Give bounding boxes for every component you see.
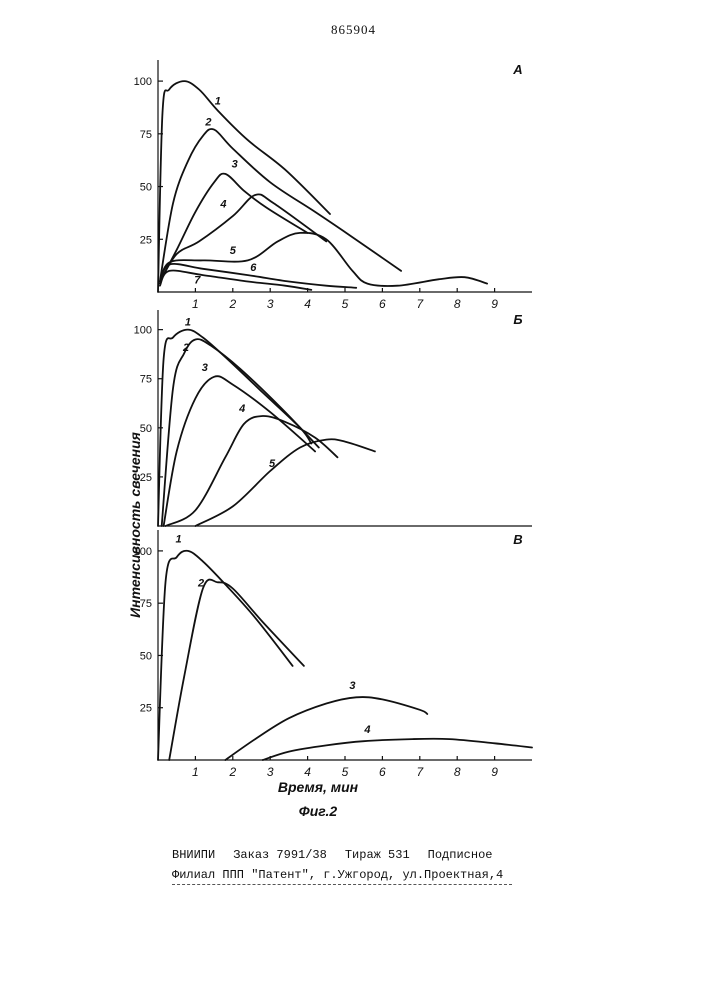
y-tick-label: 100	[134, 546, 152, 558]
panel-1-curve-label-4: 4	[219, 199, 226, 211]
panel-2-curve-5	[195, 439, 375, 526]
x-tick-label: 4	[304, 765, 311, 779]
panel-2-curve-label-2: 2	[182, 342, 189, 354]
panel-1-curve-label-7: 7	[194, 275, 201, 287]
panel-1-curve-label-5: 5	[230, 245, 237, 257]
panel-3-curve-label-1: 1	[176, 534, 182, 546]
x-tick-label: 8	[454, 765, 461, 779]
footer-branch: Филиал ППП "Патент", г.Ужгород, ул.Проек…	[172, 868, 512, 885]
panel-2-curve-label-3: 3	[202, 362, 208, 374]
y-tick-label: 50	[140, 423, 152, 435]
panel-1-letter: А	[512, 62, 522, 77]
panel-1-curve-5	[160, 233, 487, 286]
panel-3-curve-label-2: 2	[197, 577, 204, 589]
x-tick-label: 1	[192, 297, 199, 311]
panel-1-curve-6	[160, 264, 356, 288]
x-tick-label: 3	[267, 297, 274, 311]
panel-2-letter: Б	[513, 312, 522, 327]
x-tick-label: 5	[342, 297, 349, 311]
footer-circulation: Тираж 531	[345, 848, 410, 862]
x-tick-label: 7	[416, 765, 424, 779]
footer-subscription: Подписное	[428, 848, 493, 862]
panel-1-curve-4	[160, 194, 326, 281]
y-tick-label: 75	[140, 129, 152, 141]
y-tick-label: 50	[140, 182, 152, 194]
y-tick-label: 25	[140, 234, 152, 246]
y-tick-label: 100	[134, 76, 152, 88]
panel-3-curve-4	[263, 739, 532, 760]
panel-1: А2550751001234567891234567	[134, 60, 532, 311]
panel-2: Б 25 50 75 100 1 2 3 4 5	[134, 310, 532, 526]
chart-panels: А2550751001234567891234567Б2550751001234…	[134, 60, 532, 779]
y-tick-label: 100	[134, 325, 152, 337]
panel-3-curve-label-4: 4	[363, 724, 370, 736]
x-tick-label: 3	[267, 765, 274, 779]
panel-3-curve-label-3: 3	[349, 680, 355, 692]
panel-3: В 25 50 75 100 1 2 3 4 5 6 7 8 9 1 2 3 4	[134, 530, 532, 779]
panel-2-curve-4	[166, 416, 338, 526]
x-tick-label: 8	[454, 297, 461, 311]
y-tick-label: 25	[140, 472, 152, 484]
x-tick-label: 9	[491, 765, 498, 779]
y-tick-label: 25	[140, 703, 152, 715]
panel-1-curve-label-6: 6	[250, 262, 257, 274]
x-tick-label: 6	[379, 765, 386, 779]
x-tick-label: 4	[304, 297, 311, 311]
x-tick-label: 2	[228, 765, 236, 779]
panel-3-curve-2	[169, 579, 304, 760]
x-tick-label: 5	[342, 765, 349, 779]
panel-3-curve-3	[225, 697, 427, 760]
x-tick-label: 6	[379, 297, 386, 311]
panel-1-curve-2	[160, 129, 401, 282]
x-tick-label: 2	[228, 297, 236, 311]
y-tick-label: 75	[140, 374, 152, 386]
panel-2-curve-label-5: 5	[269, 458, 276, 470]
panel-2-curve-label-4: 4	[238, 403, 245, 415]
y-tick-label: 50	[140, 650, 152, 662]
x-tick-label: 7	[416, 297, 424, 311]
panel-1-curve-label-3: 3	[232, 159, 238, 171]
figure-caption: Фиг.2	[299, 803, 338, 819]
panel-3-letter: В	[513, 532, 522, 547]
footer-row-1: ВНИИПИ Заказ 7991/38 Тираж 531 Подписное	[172, 848, 512, 862]
footer-order: Заказ 7991/38	[233, 848, 327, 862]
y-tick-label: 75	[140, 598, 152, 610]
panel-1-curve-label-2: 2	[204, 116, 211, 128]
y-axis-title: Интенсивность свечения	[127, 432, 143, 618]
x-tick-label: 9	[491, 297, 498, 311]
panel-1-curve-label-1: 1	[215, 95, 221, 107]
publication-footer: ВНИИПИ Заказ 7991/38 Тираж 531 Подписное…	[172, 848, 512, 885]
x-axis-title: Время, мин	[278, 779, 359, 795]
footer-org: ВНИИПИ	[172, 848, 215, 862]
panel-2-curve-3	[164, 376, 316, 526]
panel-2-curve-label-1: 1	[185, 317, 191, 329]
x-tick-label: 1	[192, 765, 199, 779]
